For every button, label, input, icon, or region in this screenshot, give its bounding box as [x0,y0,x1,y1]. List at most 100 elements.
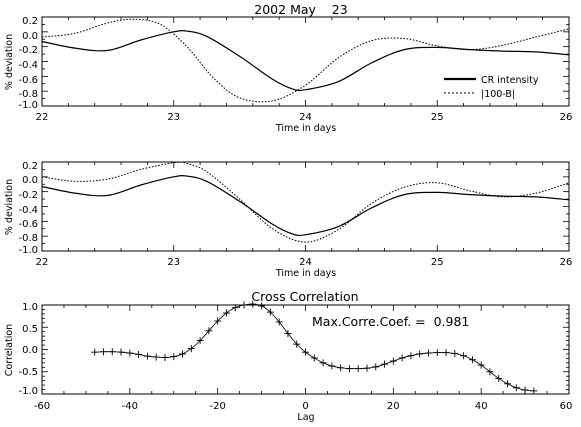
panel-1-xlabel: Time in days [275,123,336,134]
correlation-point [266,308,274,316]
panel-3-xtick: 0 [302,401,308,412]
correlation-point [99,348,107,356]
panel-1-xtick: 26 [560,112,573,123]
correlation-point [117,348,125,356]
correlation-point [345,365,353,373]
correlation-point [495,374,503,382]
correlation-point [530,387,538,395]
correlation-point [398,354,406,362]
correlation-point [310,354,318,362]
panel-1-ylabel: % deviation [4,34,15,90]
panel-3-tick-marks [41,304,570,395]
panel-2-ytick: -0.8 [18,233,38,244]
correlation-point [389,357,397,365]
correlation-point [302,348,309,356]
correlation-point [108,348,116,356]
correlation-point [451,350,459,358]
panel-2-ylabel: % deviation [4,179,15,235]
panel-2-xlabel: Time in days [275,268,336,279]
panel-2-ytick: -0.4 [18,205,38,216]
correlation-point [512,384,520,392]
correlation-point [433,349,441,357]
correlation-point [504,380,512,388]
legend: CR intensity |100-B| [444,75,539,100]
correlation-point [231,304,239,312]
correlation-point [205,327,213,335]
correlation-point [258,302,266,310]
panel-2-series [41,161,570,243]
correlation-point [460,352,468,360]
panel-2-xtick: 26 [560,257,573,268]
correlation-point [337,364,345,372]
correlation-point [407,352,415,360]
panel-1-ytick: -0.2 [18,45,38,56]
panel-3-xlabel: Lag [297,412,314,423]
correlation-point [187,345,195,353]
panel-2-ytick: 0.2 [22,161,38,172]
correlation-point [468,356,476,364]
panel-1-ytick: -0.6 [18,75,38,86]
correlation-point [214,317,222,325]
panel-1-series [41,18,570,103]
panel-1-title: 2002 May 23 [254,2,347,17]
correlation-point [416,350,424,358]
panel-1-xtick: 24 [299,112,312,123]
correlation-point [381,360,389,368]
panel-1-ytick: 0.2 [22,16,38,27]
correlation-point [293,340,301,348]
correlation-point [372,363,380,371]
correlation-point [249,300,257,308]
panel-2-ytick: 0.0 [22,175,38,186]
panel-1-ytick: 0.0 [22,31,38,42]
panel-3-ylabel: Correlation [4,324,15,376]
panel-3-ytick: -0.5 [18,367,38,378]
correlation-point [179,350,187,358]
correlation-point [363,364,371,372]
correlation-point [240,301,248,309]
panel-1-xtick: 22 [36,112,49,123]
correlation-point [521,386,529,394]
correlation-point [135,350,143,358]
panel-3-xtick: -60 [34,401,50,412]
correlation-point [143,352,151,360]
panel-3-ytick: -1.0 [18,386,38,397]
correlation-point [486,368,494,376]
dotted-series-line [41,18,570,103]
panel-1: 2002 May 23 0.2 0.0 -0.2 -0.4 -0.6 -0.8 … [4,2,572,134]
panel-2-tick-marks [41,161,570,252]
panel-3-xtick: -40 [122,401,138,412]
panel-2-ytick: -0.6 [18,219,38,230]
correlation-point [442,349,450,357]
panel-3: Cross Correlation Max.Corre.Coef. = 0.98… [4,289,572,423]
panel-3-points [91,300,538,395]
panel-1-xtick: 25 [431,112,444,123]
panel-3-xtick: 60 [560,401,573,412]
panel-3-xtick: -20 [210,401,226,412]
max-correlation-annotation: Max.Corre.Coef. = 0.981 [312,314,469,329]
correlation-point [170,353,178,361]
correlation-point [477,361,485,369]
panel-2-xtick: 23 [167,257,180,268]
panel-3-title: Cross Correlation [251,289,358,304]
correlation-point [328,362,336,370]
correlation-point [354,365,362,373]
legend-label-cr-intensity: CR intensity [481,75,539,86]
panel-1-tick-marks [41,16,570,107]
correlation-point [126,349,134,357]
panel-1-ytick: -0.8 [18,89,38,100]
panel-2-ytick: -1.0 [18,245,38,256]
panel-3-ytick: 0.0 [22,345,38,356]
panel-3-xtick: 20 [387,401,400,412]
panel-2-xtick: 22 [36,257,49,268]
correlation-point [275,318,283,326]
panel-3-ytick: 0.5 [22,324,38,335]
panel-1-ytick: -0.4 [18,60,38,71]
panel-3-xtick: 40 [475,401,488,412]
panel-1-xtick: 23 [167,112,180,123]
correlation-point [424,349,432,357]
legend-label-100-b: |100-B| [481,89,515,100]
panel-2-ytick: -0.2 [18,190,38,201]
correlation-point [161,354,169,362]
panel-1-ytick: -1.0 [18,100,38,111]
